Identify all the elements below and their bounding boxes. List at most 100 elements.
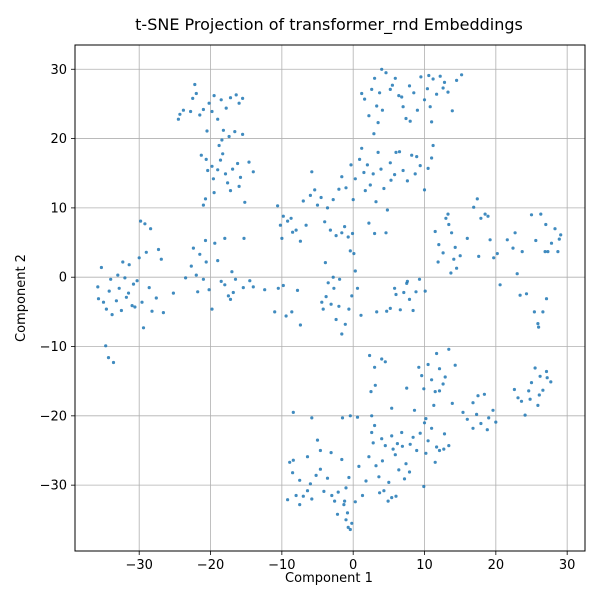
scatter-point: [532, 310, 537, 314]
scatter-point: [390, 83, 394, 87]
scatter-point: [418, 431, 422, 435]
scatter-point: [380, 459, 384, 463]
scatter-point: [443, 375, 447, 379]
scatter-point: [116, 273, 120, 277]
scatter-point: [217, 143, 221, 148]
scatter-point: [446, 90, 450, 94]
scatter-point: [537, 325, 541, 329]
scatter-point: [320, 300, 324, 304]
scatter-point: [251, 170, 255, 174]
scatter-point: [437, 243, 441, 247]
scatter-point: [397, 94, 401, 98]
scatter-point: [511, 246, 515, 250]
scatter-point: [359, 313, 363, 317]
scatter-point: [329, 451, 333, 455]
scatter-point: [411, 308, 415, 313]
scatter-point: [352, 252, 356, 256]
scatter-point: [368, 183, 372, 187]
scatter-point: [334, 317, 338, 322]
scatter-point: [238, 175, 243, 179]
scatter-point: [340, 457, 344, 462]
scatter-point: [333, 499, 337, 503]
scatter-point: [387, 480, 391, 484]
scatter-point: [472, 205, 476, 209]
scatter-point: [308, 193, 312, 197]
scatter-point: [203, 238, 208, 243]
scatter-point: [431, 143, 435, 148]
scatter-point: [362, 170, 366, 175]
scatter-point: [450, 401, 454, 405]
scatter-point: [184, 276, 188, 280]
scatter-point: [330, 493, 334, 498]
scatter-point: [544, 369, 549, 374]
y-tick-label: 20: [50, 132, 67, 147]
scatter-point: [382, 186, 386, 191]
scatter-point: [424, 451, 428, 455]
scatter-point: [384, 71, 388, 75]
plot-frame: [74, 44, 586, 552]
scatter-point: [376, 150, 380, 154]
scatter-point: [402, 477, 407, 481]
scatter-point: [529, 381, 534, 385]
scatter-point: [216, 168, 220, 172]
scatter-point: [372, 132, 376, 136]
scatter-point: [394, 150, 398, 154]
scatter-point: [371, 441, 375, 445]
scatter-point: [471, 401, 475, 405]
scatter-point: [350, 294, 354, 298]
scatter-point: [123, 276, 127, 280]
scatter-point: [370, 87, 374, 91]
scatter-point: [486, 214, 490, 218]
scatter-point: [360, 146, 364, 150]
scatter-point: [408, 442, 412, 446]
scatter-point: [322, 489, 326, 493]
scatter-point: [305, 489, 310, 493]
scatter-point: [314, 473, 318, 477]
scatter-point: [520, 250, 524, 254]
scatter-point: [442, 432, 447, 436]
scatter-point: [351, 198, 355, 202]
scatter-point: [360, 493, 365, 498]
scatter-point: [441, 86, 445, 90]
scatter-point: [210, 109, 214, 114]
scatter-point: [391, 447, 395, 451]
scatter-point: [364, 479, 368, 483]
scatter-point: [397, 150, 402, 154]
scatter-point: [131, 282, 136, 286]
scatter-point: [367, 221, 371, 225]
scatter-point: [227, 134, 231, 139]
scatter-point: [117, 286, 121, 290]
scatter-point: [276, 204, 280, 208]
scatter-point: [419, 75, 423, 79]
scatter-point: [178, 112, 182, 116]
scatter-point: [363, 97, 367, 101]
scatter-point: [549, 241, 554, 245]
scatter-point: [109, 277, 113, 281]
scatter-point: [447, 444, 451, 448]
scatter-point: [133, 305, 137, 309]
scatter-point: [315, 203, 320, 207]
scatter-point: [141, 326, 146, 330]
scatter-point: [194, 273, 198, 277]
scatter-point: [471, 426, 475, 430]
scatter-point: [140, 300, 144, 304]
scatter-point: [350, 231, 355, 236]
scatter-point: [276, 286, 280, 290]
x-tick-label: 10: [416, 558, 433, 573]
scatter-point: [553, 227, 557, 231]
scatter-point: [278, 223, 282, 227]
scatter-point: [329, 302, 333, 306]
scatter-point: [513, 231, 517, 235]
scatter-point: [210, 164, 214, 168]
scatter-point: [545, 376, 549, 380]
y-tick-label: 0: [59, 271, 67, 286]
scatter-point: [290, 310, 294, 314]
scatter-point: [321, 307, 325, 311]
scatter-point: [450, 109, 454, 113]
scatter-point: [394, 494, 398, 498]
scatter-point: [401, 168, 405, 173]
scatter-point: [475, 197, 479, 201]
scatter-point: [375, 310, 379, 314]
scatter-point: [405, 279, 409, 283]
scatter-point: [422, 188, 427, 192]
